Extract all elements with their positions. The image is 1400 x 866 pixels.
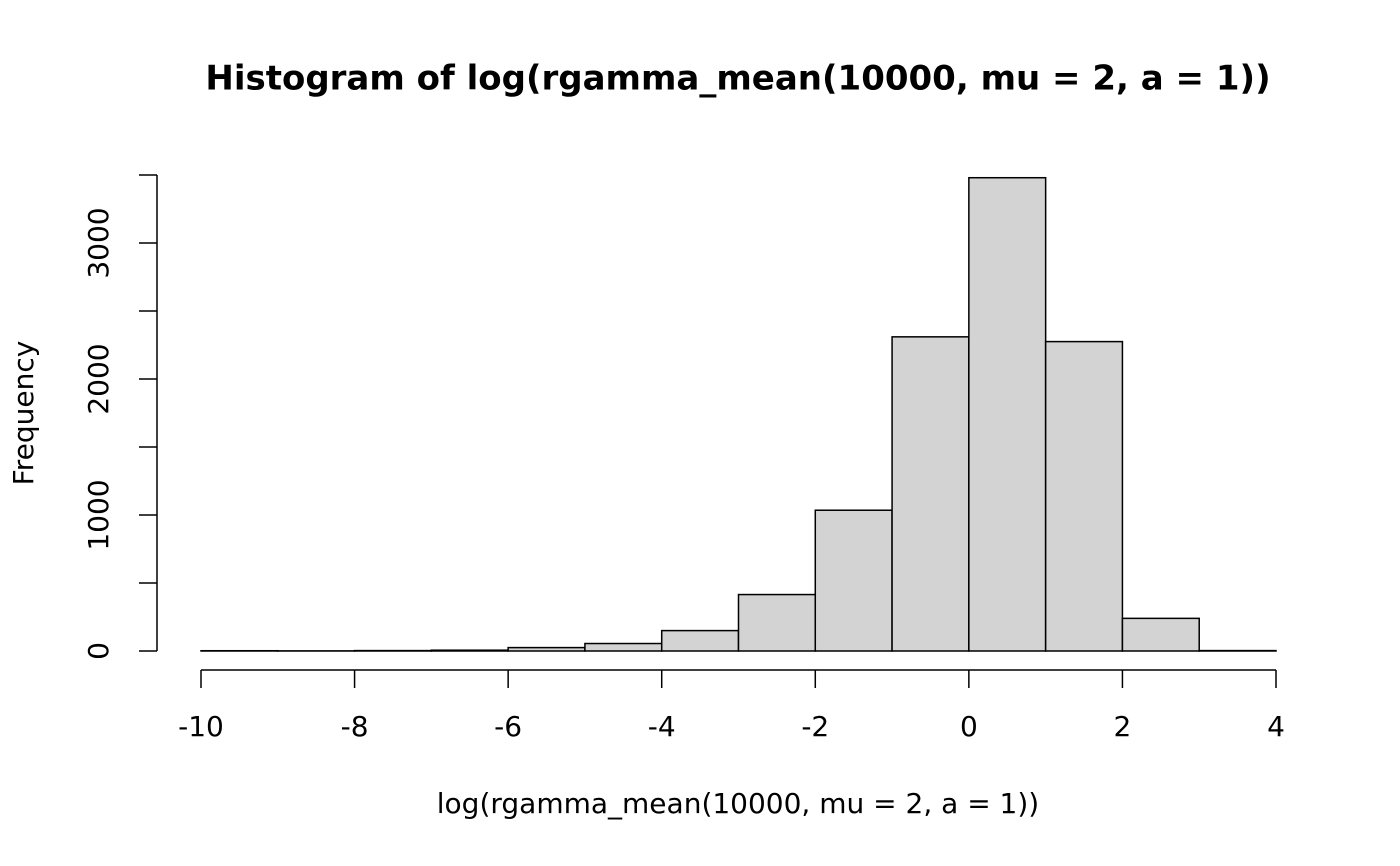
bar bbox=[737, 593, 817, 652]
bar bbox=[891, 336, 970, 652]
x-tick-label: -10 bbox=[178, 710, 224, 743]
x-tick-label: 0 bbox=[960, 710, 978, 743]
bar bbox=[660, 629, 740, 652]
y-tick-label: 1000 bbox=[82, 479, 115, 550]
bar bbox=[1044, 340, 1124, 652]
y-tick-label: 0 bbox=[82, 642, 115, 660]
y-axis-label: Frequency bbox=[7, 341, 40, 486]
bar bbox=[507, 646, 586, 652]
bar bbox=[1121, 617, 1200, 652]
x-tick-label: 2 bbox=[1114, 710, 1132, 743]
bar bbox=[968, 176, 1047, 652]
x-tick-label: -4 bbox=[648, 710, 676, 743]
y-tick-label: 3000 bbox=[82, 207, 115, 278]
x-tick-label: 4 bbox=[1267, 710, 1285, 743]
chart-title: Histogram of log(rgamma_mean(10000, mu =… bbox=[205, 59, 1270, 99]
x-tick-label: -6 bbox=[494, 710, 522, 743]
x-axis-label: log(rgamma_mean(10000, mu = 2, a = 1)) bbox=[437, 787, 1039, 820]
x-tick-label: -2 bbox=[801, 710, 829, 743]
y-tick-label: 2000 bbox=[82, 343, 115, 414]
bar bbox=[584, 642, 663, 652]
bar bbox=[430, 649, 509, 652]
x-tick-label: -8 bbox=[341, 710, 369, 743]
bar bbox=[814, 509, 893, 652]
